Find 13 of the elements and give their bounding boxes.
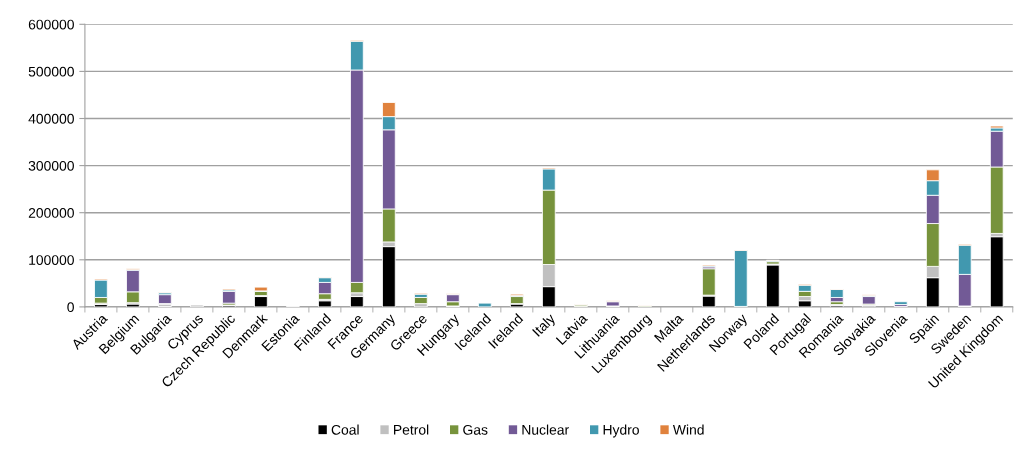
legend-label: Wind [672,424,704,435]
legend-label: Petrol [394,424,429,435]
legend-label: Nuclear [522,424,569,435]
legend-label: Hydro [603,424,639,438]
y-tick-label: 300000 [28,160,74,171]
y-tick-label: 200000 [28,208,74,218]
y-tick-label: 400000 [28,113,74,124]
y-tick-label: 0 [67,302,74,313]
y-tick-label: 100000 [29,255,74,265]
legend-label: Coal [331,424,359,435]
y-tick-label: 600000 [28,19,74,30]
legend-label: Gas [463,424,488,435]
y-tick-label: 500000 [28,66,74,77]
